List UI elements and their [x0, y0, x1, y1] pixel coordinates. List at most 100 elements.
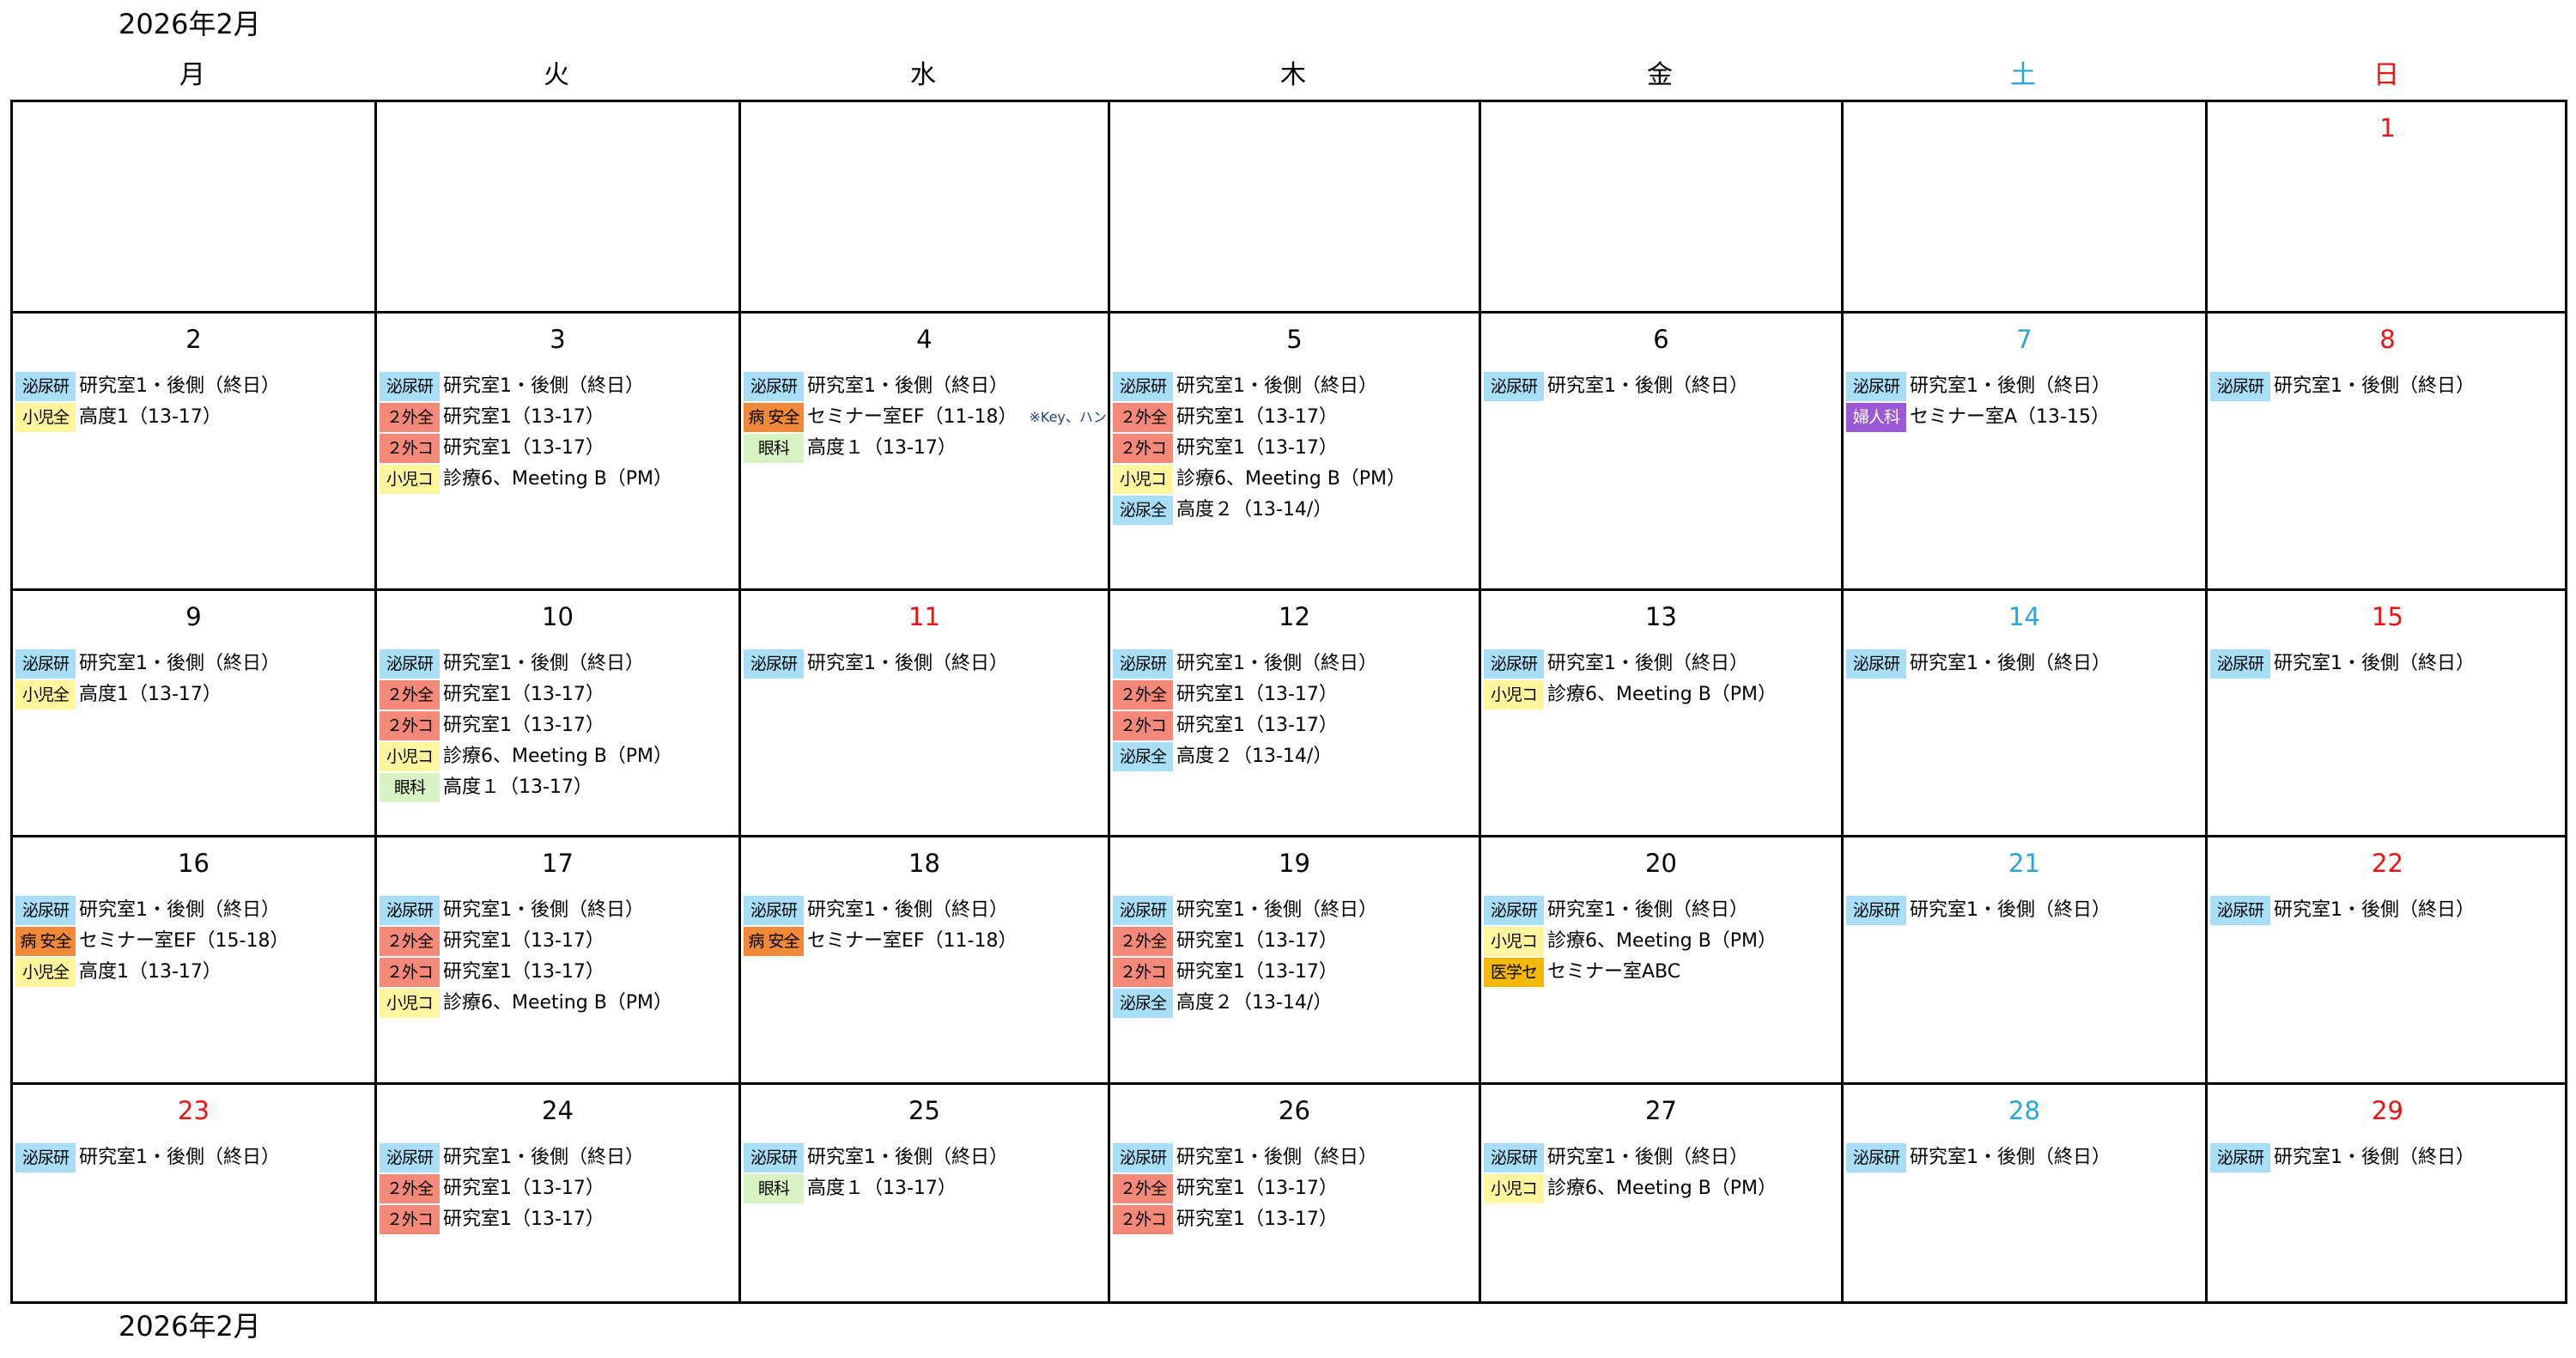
day-cell[interactable]: 24 泌尿研 研究室1・後側（終日） ２外全 研究室1（13-17） ２外コ 研究室1（13… [377, 1085, 738, 1304]
event-item[interactable]: 小児コ 診療6、Meeting B（PM） [380, 742, 738, 771]
event-item[interactable]: 泌尿研 研究室1・後側（終日） [1846, 372, 2205, 401]
event-item[interactable]: 泌尿全 高度２（13-14/） [1113, 989, 1479, 1018]
event-item[interactable]: 泌尿研 研究室1・後側（終日） [15, 649, 374, 679]
day-cell[interactable]: 13 泌尿研 研究室1・後側（終日） 小児コ 診療6、Meeting B（PM） [1481, 591, 1841, 835]
day-cell[interactable]: 1 [2208, 102, 2567, 311]
day-cell[interactable] [741, 102, 1108, 311]
day-cell[interactable] [1481, 102, 1841, 311]
event-item[interactable]: ２外全 研究室1（13-17） [380, 680, 738, 709]
event-item[interactable]: 泌尿研 研究室1・後側（終日） [1846, 896, 2205, 925]
event-item[interactable]: ２外全 研究室1（13-17） [380, 1174, 738, 1203]
event-item[interactable]: 泌尿研 研究室1・後側（終日） [1484, 896, 1841, 925]
event-item[interactable]: 泌尿研 研究室1・後側（終日） [1484, 1143, 1841, 1172]
event-item[interactable]: 泌尿研 研究室1・後側（終日） [15, 1143, 374, 1172]
day-cell[interactable]: 23 泌尿研 研究室1・後側（終日） [13, 1085, 374, 1304]
day-cell[interactable]: 17 泌尿研 研究室1・後側（終日） ２外全 研究室1（13-17） ２外コ 研究室1（13… [377, 837, 738, 1082]
event-item[interactable]: 泌尿研 研究室1・後側（終日） [1113, 372, 1479, 401]
day-cell[interactable]: 7 泌尿研 研究室1・後側（終日） 婦人科 セミナー室A（13-15） [1844, 314, 2205, 588]
day-cell[interactable]: 26 泌尿研 研究室1・後側（終日） ２外全 研究室1（13-17） ２外コ 研究室1（13… [1110, 1085, 1479, 1304]
event-item[interactable]: 泌尿研 研究室1・後側（終日） [1113, 649, 1479, 679]
event-item[interactable]: 泌尿研 研究室1・後側（終日） [1484, 372, 1841, 401]
day-cell[interactable] [13, 102, 374, 311]
day-cell[interactable]: 12 泌尿研 研究室1・後側（終日） ２外全 研究室1（13-17） ２外コ 研究室1（13… [1110, 591, 1479, 835]
event-item[interactable]: 泌尿研 研究室1・後側（終日） [380, 649, 738, 679]
event-item[interactable]: 泌尿研 研究室1・後側（終日） [15, 372, 374, 401]
event-item[interactable]: 病 安全 セミナー室EF（15-18） [15, 927, 374, 956]
event-item[interactable]: 小児全 高度1（13-17） [15, 958, 374, 987]
day-cell[interactable]: 4 泌尿研 研究室1・後側（終日）病 安全 セミナー室EF（11-18） ※Key、ハン… [741, 314, 1108, 588]
event-item[interactable]: 泌尿全 高度２（13-14/） [1113, 742, 1479, 771]
event-item[interactable]: 泌尿研 研究室1・後側（終日） [2210, 1143, 2567, 1172]
day-cell[interactable]: 20 泌尿研 研究室1・後側（終日） 小児コ 診療6、Meeting B（PM） 医学セセ… [1481, 837, 1841, 1082]
day-cell[interactable]: 21 泌尿研 研究室1・後側（終日） [1844, 837, 2205, 1082]
event-item[interactable]: ２外全 研究室1（13-17） [380, 403, 738, 432]
day-cell[interactable]: 18 泌尿研 研究室1・後側（終日）病 安全 セミナー室EF（11-18） [741, 837, 1108, 1082]
event-item[interactable]: 泌尿研 研究室1・後側（終日） [744, 1143, 1108, 1172]
event-item[interactable]: 泌尿研 研究室1・後側（終日） [380, 1143, 738, 1172]
event-item[interactable]: 小児コ 診療6、Meeting B（PM） [1484, 680, 1841, 709]
day-cell[interactable]: 25 泌尿研 研究室1・後側（終日） 眼科 高度１（13-17） [741, 1085, 1108, 1304]
event-item[interactable]: 泌尿研 研究室1・後側（終日） [380, 372, 738, 401]
event-item[interactable]: 泌尿研 研究室1・後側（終日） [1113, 896, 1479, 925]
event-item[interactable]: ２外コ 研究室1（13-17） [380, 434, 738, 463]
day-cell[interactable]: 5 泌尿研 研究室1・後側（終日） ２外全 研究室1（13-17） ２外コ 研究室1（13-… [1110, 314, 1479, 588]
event-item[interactable]: 眼科 高度１（13-17） [744, 1174, 1108, 1203]
event-item[interactable]: 病 安全 セミナー室EF（11-18） [744, 927, 1108, 956]
event-item[interactable]: 小児コ 診療6、Meeting B（PM） [1113, 465, 1479, 494]
event-item[interactable]: 小児全 高度1（13-17） [15, 403, 374, 432]
event-item[interactable]: 泌尿研 研究室1・後側（終日） [1113, 1143, 1479, 1172]
event-item[interactable]: 泌尿研 研究室1・後側（終日） [1846, 649, 2205, 679]
day-cell[interactable] [1110, 102, 1479, 311]
event-item[interactable]: ２外コ 研究室1（13-17） [1113, 958, 1479, 987]
event-item[interactable]: ２外全 研究室1（13-17） [380, 927, 738, 956]
event-item[interactable]: ２外コ 研究室1（13-17） [380, 958, 738, 987]
event-item[interactable]: ２外コ 研究室1（13-17） [380, 711, 738, 740]
event-item[interactable]: 眼科 高度１（13-17） [744, 434, 1108, 463]
day-cell[interactable]: 27 泌尿研 研究室1・後側（終日） 小児コ 診療6、Meeting B（PM） [1481, 1085, 1841, 1304]
event-item[interactable]: 泌尿研 研究室1・後側（終日） [1846, 1143, 2205, 1172]
event-item[interactable]: 泌尿研 研究室1・後側（終日） [744, 649, 1108, 679]
event-item[interactable]: 泌尿全 高度２（13-14/） [1113, 496, 1479, 525]
day-cell[interactable]: 10 泌尿研 研究室1・後側（終日） ２外全 研究室1（13-17） ２外コ 研究室1（13… [377, 591, 738, 835]
event-item[interactable]: ２外コ 研究室1（13-17） [380, 1205, 738, 1234]
event-item[interactable]: 泌尿研 研究室1・後側（終日） [744, 372, 1108, 401]
day-cell[interactable]: 6 泌尿研 研究室1・後側（終日） [1481, 314, 1841, 588]
day-cell[interactable]: 3 泌尿研 研究室1・後側（終日） ２外全 研究室1（13-17） ２外コ 研究室1（13-… [377, 314, 738, 588]
event-item[interactable]: ２外コ 研究室1（13-17） [1113, 1205, 1479, 1234]
event-item[interactable]: 泌尿研 研究室1・後側（終日） [15, 896, 374, 925]
day-cell[interactable]: 8 泌尿研 研究室1・後側（終日） [2208, 314, 2567, 588]
day-cell[interactable]: 15 泌尿研 研究室1・後側（終日） [2208, 591, 2567, 835]
event-item[interactable]: ２外全 研究室1（13-17） [1113, 680, 1479, 709]
day-cell[interactable]: 2 泌尿研 研究室1・後側（終日） 小児全 高度1（13-17） [13, 314, 374, 588]
event-item[interactable]: ２外コ 研究室1（13-17） [1113, 434, 1479, 463]
day-cell[interactable]: 22 泌尿研 研究室1・後側（終日） [2208, 837, 2567, 1082]
day-cell[interactable]: 19 泌尿研 研究室1・後側（終日） ２外全 研究室1（13-17） ２外コ 研究室1（13… [1110, 837, 1479, 1082]
event-item[interactable]: 小児コ 診療6、Meeting B（PM） [380, 989, 738, 1018]
event-item[interactable]: 泌尿研 研究室1・後側（終日） [380, 896, 738, 925]
event-item[interactable]: 小児コ 診療6、Meeting B（PM） [380, 465, 738, 494]
event-item[interactable]: 医学セ セミナー室ABC [1484, 958, 1841, 987]
day-cell[interactable]: 14 泌尿研 研究室1・後側（終日） [1844, 591, 2205, 835]
event-item[interactable]: 婦人科 セミナー室A（13-15） [1846, 403, 2205, 432]
day-cell[interactable]: 9 泌尿研 研究室1・後側（終日） 小児全 高度1（13-17） [13, 591, 374, 835]
event-item[interactable]: 小児コ 診療6、Meeting B（PM） [1484, 927, 1841, 956]
event-item[interactable]: 眼科 高度１（13-17） [380, 773, 738, 802]
event-item[interactable]: ２外全 研究室1（13-17） [1113, 403, 1479, 432]
event-item[interactable]: ２外全 研究室1（13-17） [1113, 1174, 1479, 1203]
event-item[interactable]: 泌尿研 研究室1・後側（終日） [2210, 372, 2567, 401]
day-cell[interactable]: 28 泌尿研 研究室1・後側（終日） [1844, 1085, 2205, 1304]
day-cell[interactable] [1844, 102, 2205, 311]
event-item[interactable]: 小児コ 診療6、Meeting B（PM） [1484, 1174, 1841, 1203]
event-item[interactable]: ２外コ 研究室1（13-17） [1113, 711, 1479, 740]
event-item[interactable]: 泌尿研 研究室1・後側（終日） [744, 896, 1108, 925]
event-item[interactable]: 泌尿研 研究室1・後側（終日） [1484, 649, 1841, 679]
event-item[interactable]: 小児全 高度1（13-17） [15, 680, 374, 709]
event-item[interactable]: ２外全 研究室1（13-17） [1113, 927, 1479, 956]
day-cell[interactable]: 16 泌尿研 研究室1・後側（終日）病 安全 セミナー室EF（15-18） 小児全 高度1… [13, 837, 374, 1082]
day-cell[interactable]: 11 泌尿研 研究室1・後側（終日） [741, 591, 1108, 835]
day-cell[interactable]: 29 泌尿研 研究室1・後側（終日） [2208, 1085, 2567, 1304]
event-item[interactable]: 泌尿研 研究室1・後側（終日） [2210, 649, 2567, 679]
event-item[interactable]: 泌尿研 研究室1・後側（終日） [2210, 896, 2567, 925]
day-cell[interactable] [377, 102, 738, 311]
